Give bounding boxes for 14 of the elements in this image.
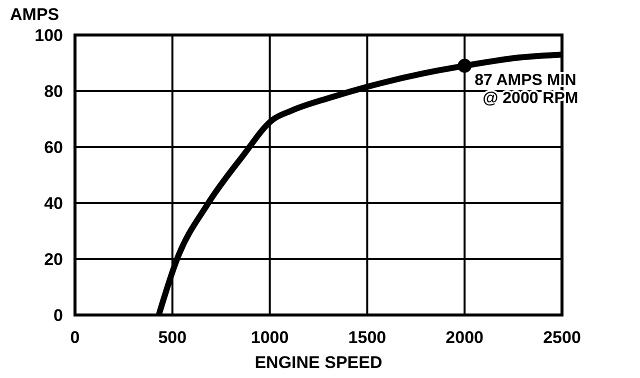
y-tick-label: 100	[34, 26, 63, 45]
x-axis-title: ENGINE SPEED	[254, 353, 382, 372]
x-tick-label: 1000	[250, 328, 289, 347]
x-tick-label: 2500	[543, 328, 581, 347]
y-tick-label: 60	[44, 138, 63, 157]
y-tick-label: 40	[44, 194, 63, 213]
y-tick-label: 20	[44, 250, 63, 269]
y-tick-label: 0	[54, 306, 63, 325]
y-tick-label: 80	[44, 82, 63, 101]
x-tick-label: 2000	[446, 328, 484, 347]
x-tick-label: 500	[158, 328, 187, 347]
y-axis-title: AMPS	[10, 5, 60, 24]
x-tick-label: 0	[70, 328, 80, 347]
x-tick-label: 1500	[348, 328, 386, 347]
